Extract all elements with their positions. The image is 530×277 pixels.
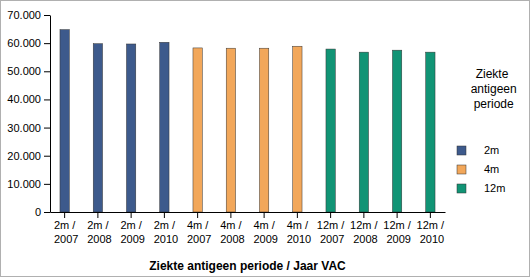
x-tick: 12m / 2007 bbox=[317, 212, 345, 245]
x-axis: 2m / 20072m / 20082m / 20092m / 20104m /… bbox=[51, 212, 446, 245]
x-tick-label: 4m / 2008 bbox=[217, 219, 245, 245]
x-tick-label: 4m / 2009 bbox=[250, 219, 278, 245]
legend-title: Ziekte antigeen periode bbox=[467, 67, 516, 111]
legend-label: 2m bbox=[484, 144, 499, 156]
x-tick-label: 2m / 2007 bbox=[51, 219, 79, 245]
y-tick-label: 0 bbox=[35, 206, 41, 218]
legend-swatch bbox=[457, 184, 466, 193]
y-tick-label: 70.000 bbox=[7, 9, 41, 21]
bar bbox=[259, 48, 268, 212]
x-tick-mark bbox=[64, 212, 65, 218]
legend-swatch bbox=[457, 165, 466, 174]
y-tick-mark bbox=[44, 15, 50, 16]
x-tick-mark bbox=[197, 212, 198, 218]
y-tick: 0 bbox=[35, 206, 50, 218]
bar bbox=[126, 44, 135, 212]
bar bbox=[226, 48, 235, 212]
x-tick-mark bbox=[97, 212, 98, 218]
x-tick-label: 2m / 2009 bbox=[117, 219, 145, 245]
x-tick-label: 4m / 2010 bbox=[284, 219, 312, 245]
y-tick-mark bbox=[44, 156, 50, 157]
x-tick: 12m / 2008 bbox=[350, 212, 378, 245]
x-tick-label: 12m / 2007 bbox=[317, 219, 345, 245]
chart: 0 10.000 20.000 30.000 40.000 50.000 60.000 70.… bbox=[0, 0, 530, 277]
x-tick: 12m / 2010 bbox=[417, 212, 445, 245]
y-tick-mark bbox=[44, 128, 50, 129]
y-tick: 20.000 bbox=[7, 150, 50, 162]
y-tick-label: 20.000 bbox=[7, 150, 41, 162]
x-tick: 2m / 2008 bbox=[84, 212, 112, 245]
x-tick-label: 4m / 2007 bbox=[184, 219, 212, 245]
y-tick: 40.000 bbox=[7, 93, 50, 105]
y-tick-label: 50.000 bbox=[7, 65, 41, 77]
x-tick-mark bbox=[230, 212, 231, 218]
y-tick-label: 10.000 bbox=[7, 178, 41, 190]
legend-swatch bbox=[457, 146, 466, 155]
x-tick-mark bbox=[297, 212, 298, 218]
y-axis: 0 10.000 20.000 30.000 40.000 50.000 60.000 70.… bbox=[7, 9, 50, 218]
y-tick: 10.000 bbox=[7, 178, 50, 190]
bar bbox=[426, 52, 435, 212]
bar bbox=[60, 30, 69, 212]
x-tick-mark bbox=[397, 212, 398, 218]
bar bbox=[359, 52, 368, 212]
legend-label: 12m bbox=[484, 182, 505, 194]
y-tick-label: 60.000 bbox=[7, 37, 41, 49]
x-tick: 12m / 2009 bbox=[383, 212, 411, 245]
y-tick: 60.000 bbox=[7, 37, 50, 49]
x-tick-label: 12m / 2010 bbox=[417, 219, 445, 245]
x-tick-mark bbox=[164, 212, 165, 218]
legend-label: 4m bbox=[484, 163, 499, 175]
bar bbox=[93, 44, 102, 212]
y-tick-mark bbox=[44, 212, 50, 213]
bar bbox=[160, 42, 169, 212]
x-tick: 4m / 2008 bbox=[217, 212, 245, 245]
legend: Ziekte antigeen periode 2m 4m 12m bbox=[457, 67, 517, 194]
bar bbox=[193, 48, 202, 212]
x-tick: 2m / 2009 bbox=[117, 212, 145, 245]
x-tick: 4m / 2007 bbox=[184, 212, 212, 245]
x-tick-label: 2m / 2008 bbox=[84, 219, 112, 245]
y-tick-mark bbox=[44, 71, 50, 72]
bar bbox=[392, 50, 401, 212]
x-tick-mark bbox=[330, 212, 331, 218]
y-tick-mark bbox=[44, 184, 50, 185]
x-tick-mark bbox=[430, 212, 431, 218]
plot: 0 10.000 20.000 30.000 40.000 50.000 60.000 70.… bbox=[7, 9, 445, 245]
x-tick-mark bbox=[131, 212, 132, 218]
x-tick: 4m / 2009 bbox=[250, 212, 278, 245]
x-tick: 4m / 2010 bbox=[284, 212, 312, 245]
y-tick-mark bbox=[44, 43, 50, 44]
y-tick: 30.000 bbox=[7, 122, 50, 134]
x-tick: 2m / 2010 bbox=[151, 212, 179, 245]
x-tick-mark bbox=[363, 212, 364, 218]
y-tick-label: 40.000 bbox=[7, 93, 41, 105]
y-tick: 70.000 bbox=[7, 9, 50, 21]
chart-frame bbox=[1, 1, 530, 277]
bar bbox=[293, 46, 302, 212]
bars bbox=[60, 30, 435, 212]
y-tick: 50.000 bbox=[7, 65, 50, 77]
x-tick-label: 2m / 2010 bbox=[151, 219, 179, 245]
y-tick-mark bbox=[44, 99, 50, 100]
bar bbox=[326, 49, 335, 212]
x-tick-label: 12m / 2008 bbox=[350, 219, 378, 245]
x-axis-title: Ziekte antigeen periode / Jaar VAC bbox=[149, 259, 346, 273]
x-tick: 2m / 2007 bbox=[51, 212, 79, 245]
x-axis-line bbox=[51, 212, 446, 213]
y-tick-label: 30.000 bbox=[7, 122, 41, 134]
x-tick-mark bbox=[264, 212, 265, 218]
x-tick-label: 12m / 2009 bbox=[383, 219, 411, 245]
y-axis-line bbox=[50, 16, 51, 213]
